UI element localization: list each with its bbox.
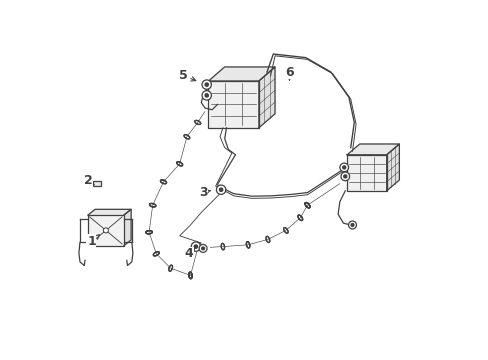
- Text: 3: 3: [199, 186, 210, 199]
- Circle shape: [204, 83, 208, 86]
- Circle shape: [350, 224, 353, 226]
- Circle shape: [339, 163, 348, 172]
- Text: 6: 6: [285, 66, 293, 80]
- Bar: [88, 215, 123, 246]
- Circle shape: [343, 175, 346, 178]
- Text: 4: 4: [184, 247, 195, 260]
- Bar: [93, 181, 101, 186]
- Circle shape: [202, 80, 211, 89]
- Circle shape: [191, 242, 200, 251]
- Circle shape: [202, 91, 211, 100]
- Polygon shape: [346, 144, 399, 155]
- Circle shape: [348, 221, 356, 229]
- Circle shape: [342, 166, 345, 169]
- Polygon shape: [123, 210, 131, 246]
- Circle shape: [219, 188, 222, 192]
- Polygon shape: [208, 67, 274, 81]
- Circle shape: [199, 244, 206, 252]
- Text: 5: 5: [179, 69, 195, 82]
- Circle shape: [194, 245, 197, 248]
- Bar: [208, 81, 258, 128]
- Text: 2: 2: [83, 174, 94, 186]
- Text: 1: 1: [87, 235, 100, 248]
- Bar: [346, 155, 386, 191]
- Circle shape: [216, 185, 225, 194]
- Circle shape: [204, 94, 208, 97]
- Polygon shape: [258, 67, 274, 128]
- Circle shape: [103, 228, 108, 233]
- Circle shape: [202, 247, 204, 250]
- Circle shape: [340, 172, 349, 181]
- Polygon shape: [386, 144, 399, 191]
- Polygon shape: [88, 210, 131, 215]
